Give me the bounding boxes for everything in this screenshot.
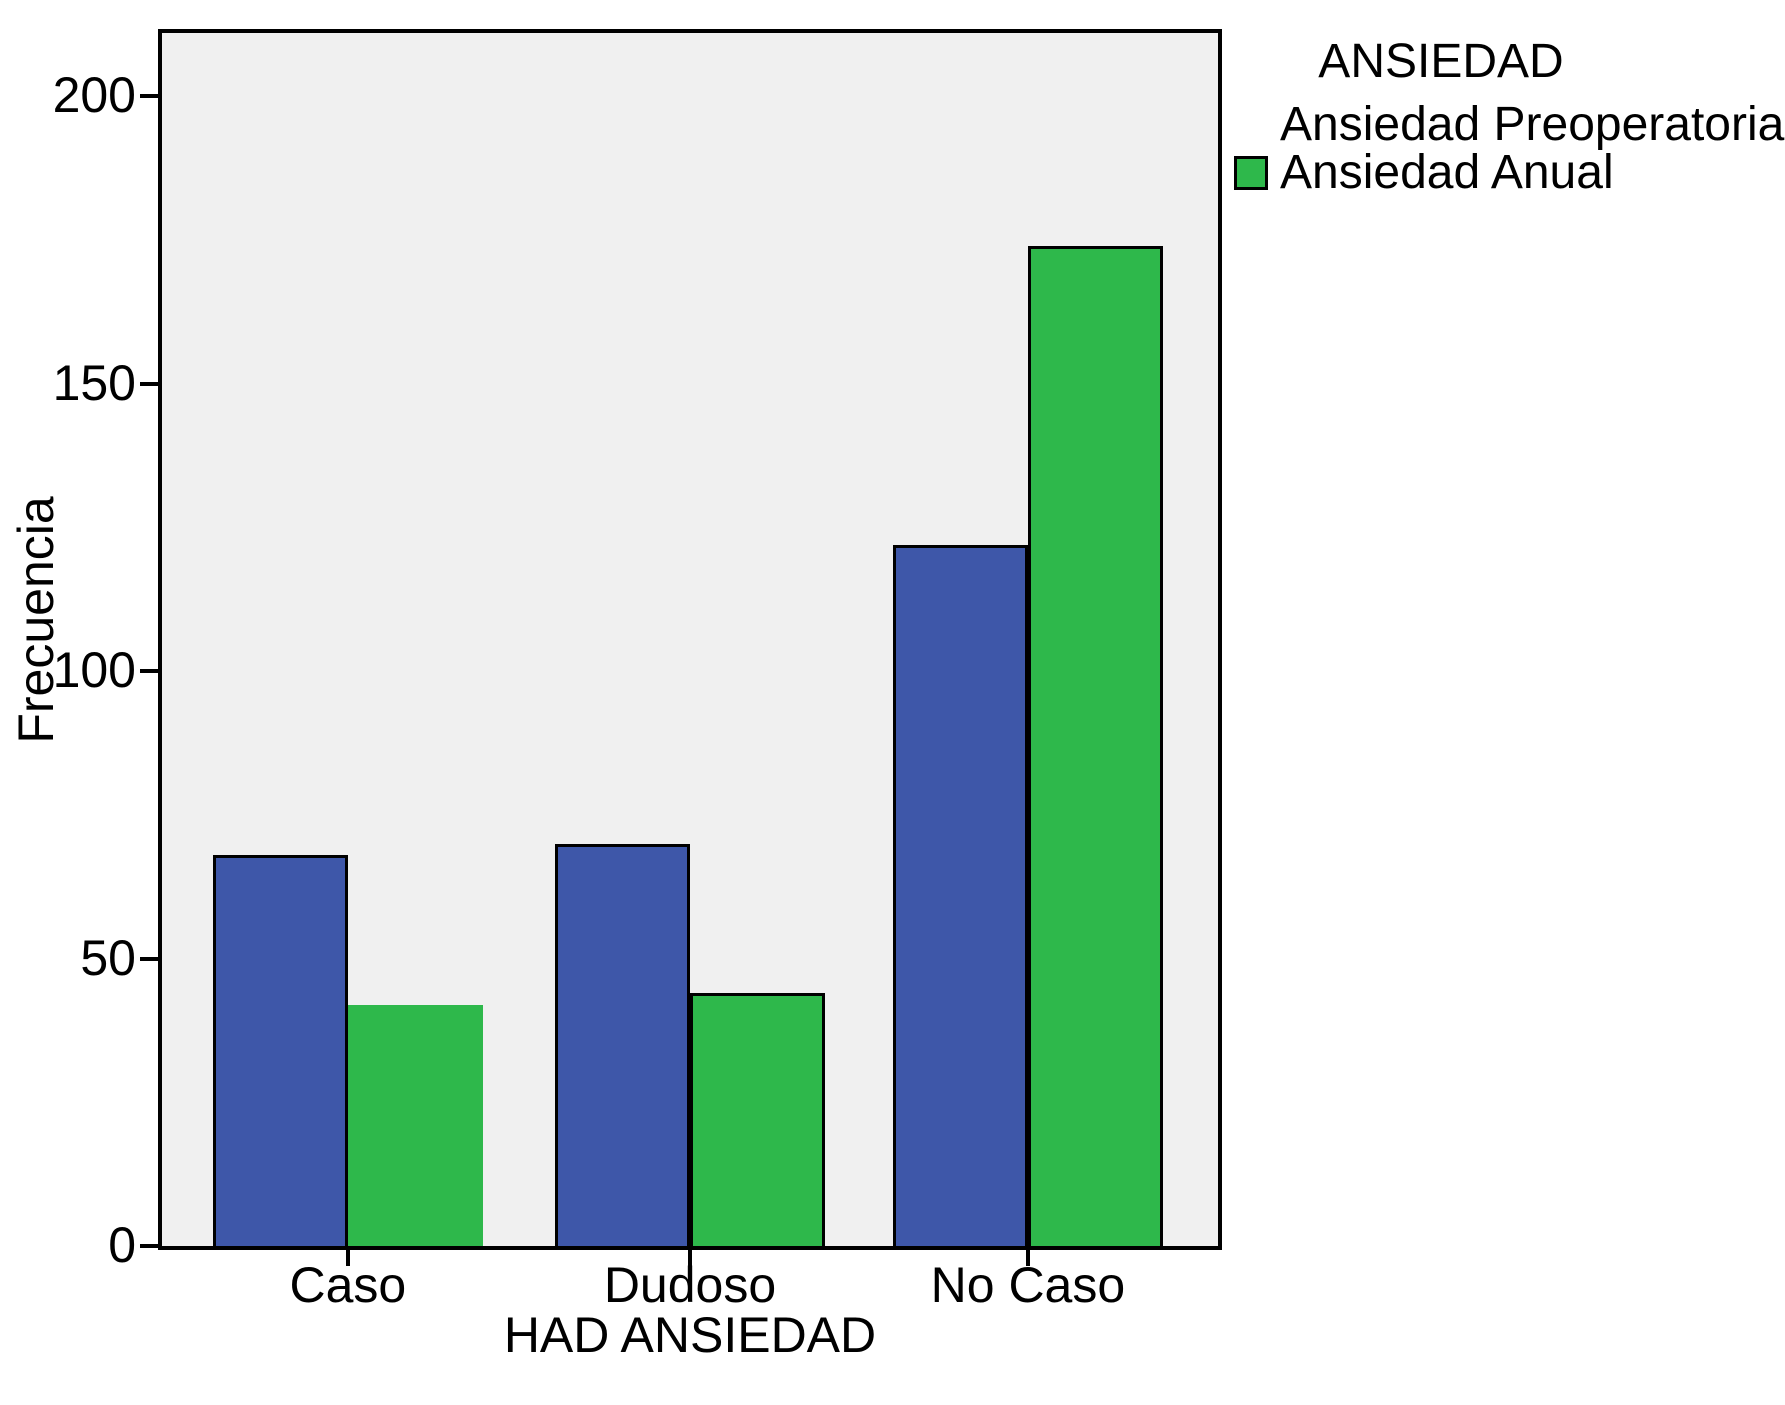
- y-axis-tick-50: [140, 956, 158, 961]
- bar-ansiedad-anual-dudoso: [690, 993, 825, 1246]
- y-tick-label-150: 150: [52, 354, 136, 411]
- x-axis-tick-dudoso: [688, 1250, 692, 1266]
- y-axis-tick-150: [140, 381, 158, 386]
- x-axis-tick-no-caso: [1025, 1250, 1030, 1266]
- bar-ansiedad-preoperatoria-dudoso: [555, 844, 690, 1246]
- legend-entry-ansiedad-anual: Ansiedad Anual: [1280, 146, 1614, 199]
- x-tick-label-no-caso: No Caso: [930, 1257, 1126, 1313]
- bar-ansiedad-anual-caso: [347, 1005, 483, 1246]
- y-axis-tick-0: [140, 1244, 158, 1248]
- bar-ansiedad-preoperatoria-no-caso: [892, 545, 1028, 1246]
- legend-entry-ansiedad-preoperatoria: Ansiedad Preoperatoria: [1280, 98, 1785, 151]
- bar-ansiedad-anual-no-caso: [1027, 246, 1163, 1246]
- legend-title: ANSIEDAD: [1318, 35, 1564, 88]
- x-tick-label-dudoso: Dudoso: [603, 1257, 777, 1313]
- y-tick-label-0: 0: [108, 1217, 136, 1273]
- x-axis-tick-caso: [345, 1250, 350, 1266]
- bar-ansiedad-preoperatoria-caso: [212, 855, 348, 1246]
- plot-area: [158, 29, 1222, 1250]
- y-axis-tick-200: [140, 94, 158, 99]
- y-tick-label-200: 200: [52, 67, 136, 124]
- y-axis-title: Frecuencia: [8, 496, 64, 744]
- y-axis-tick-100: [140, 669, 158, 674]
- y-tick-label-100: 100: [52, 642, 136, 699]
- legend-swatch-ansiedad-anual: [1234, 156, 1268, 190]
- x-tick-label-caso: Caso: [289, 1257, 407, 1313]
- y-tick-label-50: 50: [80, 929, 136, 986]
- x-axis-title: HAD ANSIEDAD: [503, 1307, 877, 1363]
